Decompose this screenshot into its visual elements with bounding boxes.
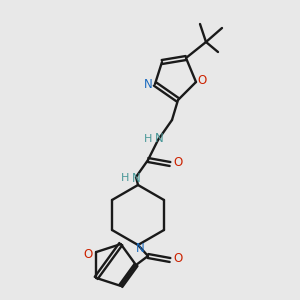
Text: O: O xyxy=(197,74,207,88)
Text: N: N xyxy=(136,242,144,256)
Text: O: O xyxy=(84,248,93,261)
Text: N: N xyxy=(132,172,140,184)
Text: O: O xyxy=(173,157,183,169)
Text: H: H xyxy=(144,134,152,144)
Text: N: N xyxy=(144,79,152,92)
Text: N: N xyxy=(154,133,164,146)
Text: O: O xyxy=(173,253,183,266)
Text: H: H xyxy=(121,173,129,183)
